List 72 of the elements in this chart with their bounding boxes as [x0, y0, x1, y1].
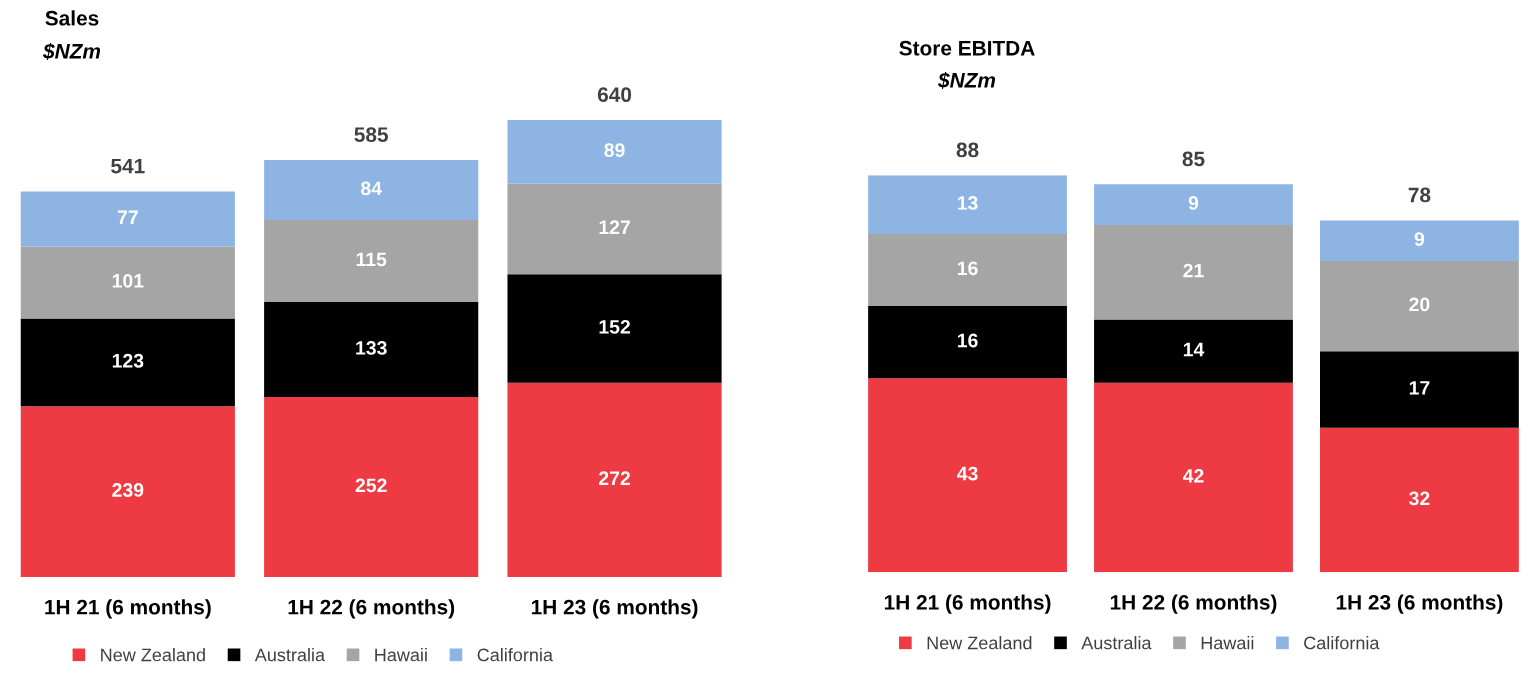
- bar: [1094, 382, 1293, 573]
- data-label: 16: [957, 261, 978, 276]
- chart-title: Store EBITDA: [899, 40, 1035, 56]
- bar: [264, 397, 479, 577]
- data-label: 9: [1414, 232, 1425, 246]
- bar: [20, 246, 235, 319]
- data-label: 13: [957, 196, 978, 210]
- total-label: 541: [111, 158, 145, 174]
- bar: [20, 406, 235, 577]
- bar: [507, 382, 722, 577]
- data-label: 152: [599, 319, 630, 334]
- data-label: 252: [355, 478, 387, 493]
- data-label: 9: [1188, 196, 1199, 210]
- legend-label: Australia: [254, 648, 326, 662]
- legend-label: Australia: [1081, 636, 1152, 650]
- data-label: 272: [599, 471, 630, 485]
- bar: [1320, 220, 1519, 261]
- data-label: 14: [1183, 342, 1205, 357]
- bar: [868, 175, 1067, 234]
- x-tick-label: 1H 23 (6 months): [531, 599, 698, 619]
- x-tick-label: 1H 22 (6 months): [288, 599, 455, 619]
- bar: [507, 183, 722, 275]
- bar: [1320, 427, 1519, 573]
- bar: [20, 191, 235, 247]
- x-tick-label: 1H 21 (6 months): [884, 594, 1051, 614]
- bar: [868, 378, 1067, 573]
- bar: [868, 233, 1067, 307]
- data-label: 20: [1409, 297, 1430, 312]
- total-label: 78: [1408, 187, 1431, 203]
- total-label: 585: [354, 127, 388, 143]
- bar: [507, 120, 722, 184]
- bar: [1094, 224, 1293, 320]
- total-label: 640: [597, 87, 632, 103]
- data-label: 16: [957, 333, 978, 348]
- legend-label: California: [477, 648, 553, 662]
- data-label: 21: [1183, 263, 1204, 278]
- chart-title: Sales: [45, 10, 99, 26]
- bar: [264, 302, 479, 398]
- data-label: 43: [957, 466, 978, 481]
- total-label: 85: [1182, 151, 1205, 167]
- data-label: 133: [356, 341, 387, 355]
- bar: [1094, 319, 1293, 383]
- data-label: 115: [356, 252, 387, 267]
- bar: [264, 219, 479, 303]
- x-tick-label: 1H 22 (6 months): [1110, 594, 1277, 614]
- legend-label: Hawaii: [1201, 636, 1254, 650]
- data-label: 32: [1409, 491, 1430, 506]
- x-tick-label: 1H 23 (6 months): [1336, 594, 1503, 614]
- bar: [1320, 351, 1519, 428]
- bar: [507, 274, 722, 383]
- total-label: 88: [956, 142, 979, 158]
- legend-label: Hawaii: [375, 648, 427, 662]
- data-label: 239: [112, 483, 144, 497]
- legend-label: New Zealand: [101, 648, 205, 662]
- chart-subtitle: $NZm: [937, 71, 996, 89]
- chart-subtitle: $NZm: [42, 42, 101, 60]
- data-label: 77: [117, 210, 138, 224]
- data-label: 89: [604, 143, 625, 158]
- data-label: 123: [112, 353, 144, 368]
- x-tick-label: 1H 21 (6 months): [45, 599, 211, 619]
- bar: [1094, 184, 1293, 225]
- bar: [20, 318, 235, 407]
- data-label: 84: [360, 181, 382, 196]
- data-label: 42: [1182, 468, 1204, 483]
- legend-label: California: [1304, 636, 1380, 650]
- data-label: 127: [599, 220, 630, 234]
- bar: [1320, 260, 1519, 352]
- bar: [264, 160, 479, 220]
- bar: [868, 306, 1067, 379]
- legend-label: New Zealand: [927, 636, 1032, 650]
- data-label: 101: [112, 273, 144, 288]
- data-label: 17: [1409, 381, 1430, 395]
